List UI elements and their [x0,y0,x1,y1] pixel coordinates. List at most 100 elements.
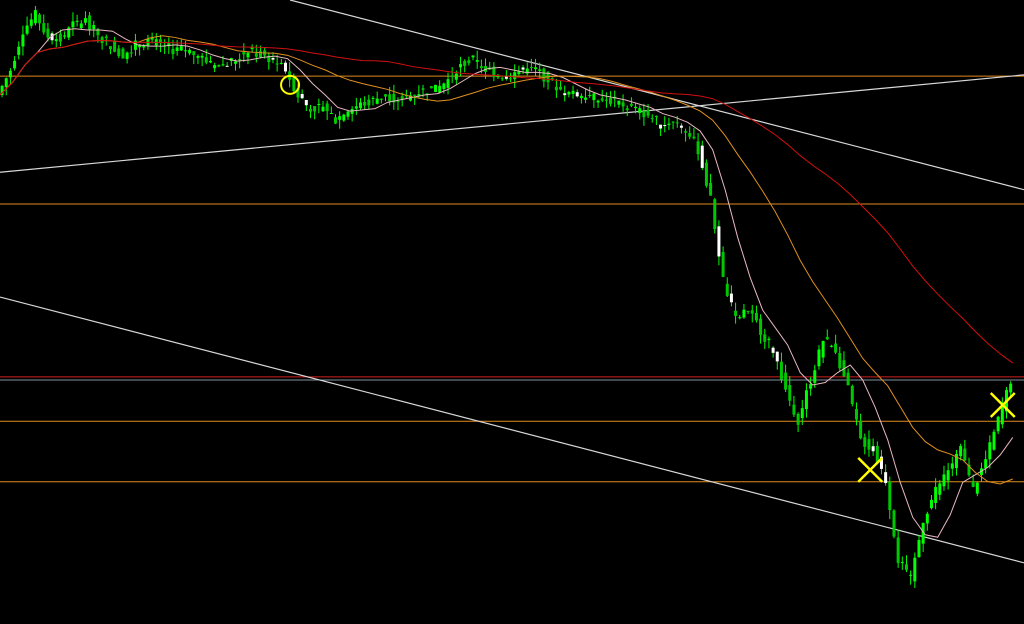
candle-body [42,23,46,33]
candle-body [671,121,675,123]
trend-lines [0,0,1024,564]
candle-body [83,18,87,23]
candle-body [517,71,521,75]
candle-body [179,46,183,51]
candle-body [996,416,1000,432]
candle-body [359,102,363,108]
cross-stroke [857,456,884,483]
candle-body [192,51,196,56]
candle-body [133,40,137,50]
candle-body [992,431,996,450]
candle-body [246,52,250,58]
candle-body [379,98,383,100]
candle-body [304,99,308,106]
candle-body [975,482,979,494]
candle-body [167,43,171,47]
candle-body [446,79,450,88]
candle-body [592,93,596,101]
candle-body [759,318,763,335]
cross-marker [857,456,884,483]
candle-body [725,283,729,296]
candle-body [350,109,354,114]
candle-body [829,345,833,347]
candle-body [950,463,954,469]
candle-body [496,76,500,78]
candle-body [129,52,133,54]
candle-body [13,60,17,69]
candle-body [634,106,638,109]
candle-body [521,67,525,70]
candle-body [67,27,71,38]
candle-body [442,83,446,89]
candle-body [242,52,246,55]
candle-body [800,408,804,418]
candle-body [567,91,571,95]
candle-body [813,370,817,383]
candle-body [463,60,467,66]
candle-body [875,445,879,463]
candle-body [313,106,317,112]
candle-body [734,310,738,316]
candle-body [542,68,546,82]
candle-body [438,85,442,93]
candle-body [25,25,29,34]
candle-body [529,67,533,69]
candle-body [375,98,379,104]
candle-body [554,86,558,91]
candle-body [221,64,225,66]
candle-body [750,310,754,314]
candle-body [29,19,33,26]
candle-body [125,52,129,60]
candle-body [1000,405,1004,425]
candle-body [225,65,229,67]
candle-body [596,100,600,103]
candle-body [854,409,858,420]
candle-body [459,64,463,68]
candle-body [233,61,237,64]
candle-body [821,340,825,358]
moving-average-line [0,39,1014,364]
candle-body [204,57,208,63]
candle-body [679,125,683,128]
candle-body [600,98,604,101]
candle-body [175,47,179,52]
candle-body [617,100,621,105]
candle-body [792,404,796,415]
markers [280,74,1016,483]
candle-body [396,100,400,102]
candle-body [667,123,671,125]
circle-marker [280,74,301,95]
candles [0,5,1013,588]
candle-body [475,59,479,62]
candle-body [846,372,850,386]
candle-body [675,122,679,124]
candle-body [121,48,125,59]
candle-body [250,46,254,50]
candle-body [46,28,50,38]
candle-body [138,44,142,48]
candle-body [625,108,629,111]
candle-body [413,94,417,96]
candle-body [929,499,933,509]
candle-body [604,99,608,101]
candle-body [509,78,513,80]
candle-body [779,361,783,380]
candle-body [384,94,388,97]
candle-body [588,94,592,96]
candle-body [579,95,583,99]
candle-body [571,90,575,94]
candle-body [325,103,329,112]
cross-stroke [989,392,1016,418]
trend-line [0,296,1024,564]
candle-body [954,453,958,469]
candle-body [550,78,554,80]
candle-body [283,62,287,72]
candle-body [50,33,54,41]
candle-body [859,420,863,439]
candle-body [258,51,262,58]
candle-body [79,23,83,29]
candle-body [942,474,946,487]
candle-body [971,481,975,487]
candle-body [367,99,371,106]
